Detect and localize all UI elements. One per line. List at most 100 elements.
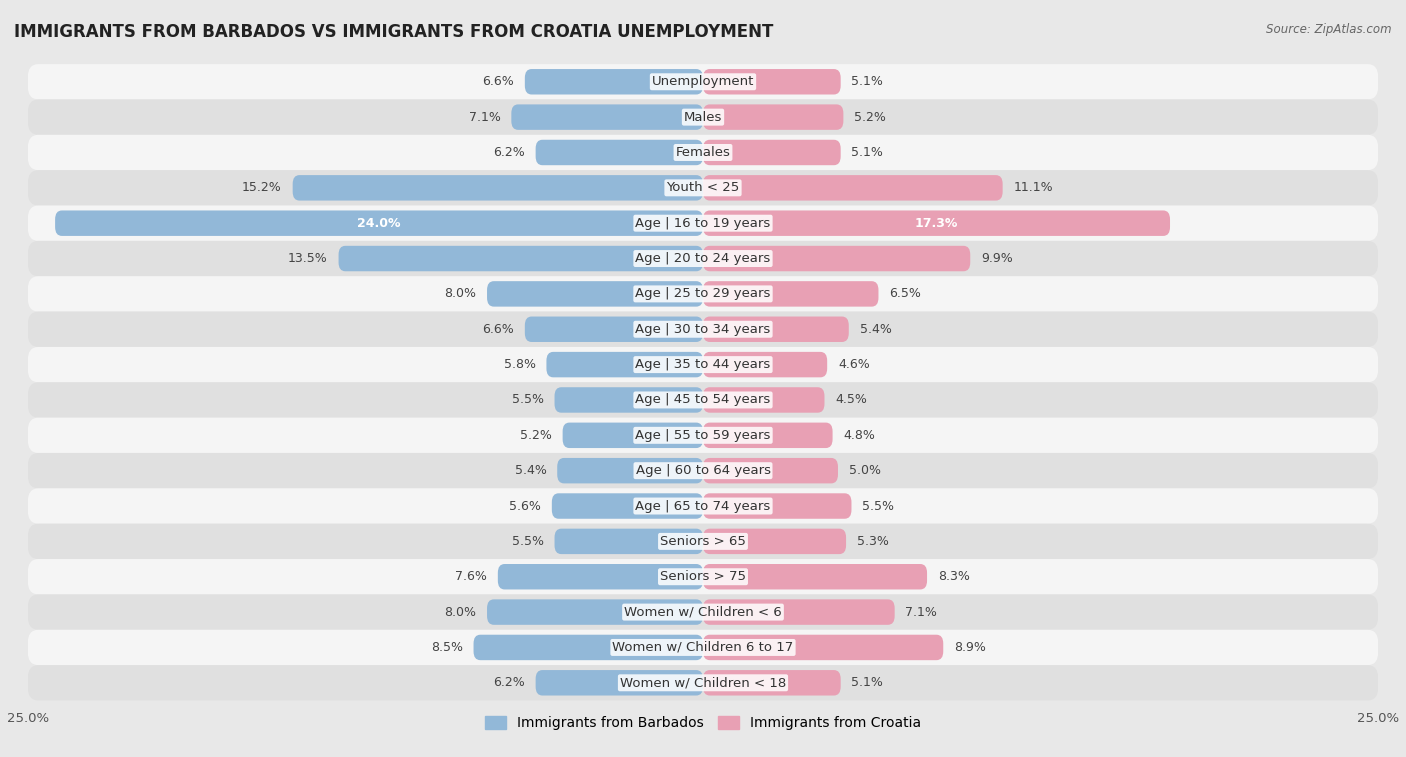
Text: 6.2%: 6.2% [494,676,524,690]
FancyBboxPatch shape [703,352,827,377]
FancyBboxPatch shape [339,246,703,271]
FancyBboxPatch shape [28,418,1378,453]
Text: 24.0%: 24.0% [357,217,401,229]
FancyBboxPatch shape [28,99,1378,135]
Text: Women w/ Children < 18: Women w/ Children < 18 [620,676,786,690]
FancyBboxPatch shape [554,388,703,413]
Text: Females: Females [675,146,731,159]
FancyBboxPatch shape [28,524,1378,559]
Text: 5.8%: 5.8% [503,358,536,371]
FancyBboxPatch shape [703,175,1002,201]
FancyBboxPatch shape [28,453,1378,488]
Text: 4.5%: 4.5% [835,394,868,407]
FancyBboxPatch shape [486,600,703,625]
FancyBboxPatch shape [28,64,1378,99]
FancyBboxPatch shape [536,140,703,165]
Text: 8.0%: 8.0% [444,288,477,301]
Text: 15.2%: 15.2% [242,182,281,195]
Text: 5.1%: 5.1% [852,676,883,690]
FancyBboxPatch shape [703,140,841,165]
FancyBboxPatch shape [536,670,703,696]
FancyBboxPatch shape [524,316,703,342]
Text: Age | 30 to 34 years: Age | 30 to 34 years [636,322,770,336]
FancyBboxPatch shape [28,276,1378,312]
FancyBboxPatch shape [28,241,1378,276]
FancyBboxPatch shape [547,352,703,377]
Text: 5.5%: 5.5% [512,535,544,548]
Text: 5.0%: 5.0% [849,464,880,477]
FancyBboxPatch shape [28,559,1378,594]
Text: 4.8%: 4.8% [844,428,876,442]
Text: 5.4%: 5.4% [515,464,547,477]
FancyBboxPatch shape [524,69,703,95]
FancyBboxPatch shape [703,210,1170,236]
FancyBboxPatch shape [703,422,832,448]
FancyBboxPatch shape [28,630,1378,665]
FancyBboxPatch shape [703,458,838,484]
Text: 5.3%: 5.3% [856,535,889,548]
Text: 8.3%: 8.3% [938,570,970,583]
Legend: Immigrants from Barbados, Immigrants from Croatia: Immigrants from Barbados, Immigrants fro… [479,711,927,736]
Text: 5.2%: 5.2% [520,428,551,442]
Text: 8.9%: 8.9% [955,641,986,654]
FancyBboxPatch shape [498,564,703,590]
Text: 5.2%: 5.2% [855,111,886,123]
FancyBboxPatch shape [28,312,1378,347]
FancyBboxPatch shape [28,488,1378,524]
Text: Unemployment: Unemployment [652,75,754,89]
Text: Seniors > 65: Seniors > 65 [659,535,747,548]
Text: 8.0%: 8.0% [444,606,477,618]
Text: Age | 60 to 64 years: Age | 60 to 64 years [636,464,770,477]
Text: Seniors > 75: Seniors > 75 [659,570,747,583]
FancyBboxPatch shape [703,634,943,660]
FancyBboxPatch shape [703,494,852,519]
Text: 7.1%: 7.1% [905,606,938,618]
FancyBboxPatch shape [562,422,703,448]
Text: 9.9%: 9.9% [981,252,1012,265]
Text: Age | 55 to 59 years: Age | 55 to 59 years [636,428,770,442]
Text: Age | 20 to 24 years: Age | 20 to 24 years [636,252,770,265]
Text: 13.5%: 13.5% [288,252,328,265]
FancyBboxPatch shape [703,69,841,95]
Text: 6.6%: 6.6% [482,322,515,336]
FancyBboxPatch shape [703,670,841,696]
FancyBboxPatch shape [28,135,1378,170]
FancyBboxPatch shape [703,316,849,342]
Text: 5.5%: 5.5% [862,500,894,512]
FancyBboxPatch shape [554,528,703,554]
Text: 6.2%: 6.2% [494,146,524,159]
Text: Age | 16 to 19 years: Age | 16 to 19 years [636,217,770,229]
Text: Age | 65 to 74 years: Age | 65 to 74 years [636,500,770,512]
FancyBboxPatch shape [28,347,1378,382]
FancyBboxPatch shape [703,600,894,625]
FancyBboxPatch shape [28,382,1378,418]
FancyBboxPatch shape [486,281,703,307]
FancyBboxPatch shape [292,175,703,201]
Text: 4.6%: 4.6% [838,358,870,371]
FancyBboxPatch shape [703,246,970,271]
Text: Women w/ Children 6 to 17: Women w/ Children 6 to 17 [613,641,793,654]
FancyBboxPatch shape [703,104,844,130]
Text: 5.6%: 5.6% [509,500,541,512]
FancyBboxPatch shape [703,281,879,307]
FancyBboxPatch shape [28,594,1378,630]
FancyBboxPatch shape [703,528,846,554]
Text: 8.5%: 8.5% [430,641,463,654]
Text: 11.1%: 11.1% [1014,182,1053,195]
Text: 5.5%: 5.5% [512,394,544,407]
FancyBboxPatch shape [703,564,927,590]
Text: Age | 45 to 54 years: Age | 45 to 54 years [636,394,770,407]
FancyBboxPatch shape [512,104,703,130]
Text: Women w/ Children < 6: Women w/ Children < 6 [624,606,782,618]
Text: Source: ZipAtlas.com: Source: ZipAtlas.com [1267,23,1392,36]
FancyBboxPatch shape [28,665,1378,700]
Text: 5.4%: 5.4% [859,322,891,336]
FancyBboxPatch shape [474,634,703,660]
Text: 7.6%: 7.6% [456,570,486,583]
Text: 7.1%: 7.1% [468,111,501,123]
FancyBboxPatch shape [28,205,1378,241]
Text: Age | 35 to 44 years: Age | 35 to 44 years [636,358,770,371]
FancyBboxPatch shape [551,494,703,519]
Text: 6.6%: 6.6% [482,75,515,89]
Text: 17.3%: 17.3% [915,217,959,229]
